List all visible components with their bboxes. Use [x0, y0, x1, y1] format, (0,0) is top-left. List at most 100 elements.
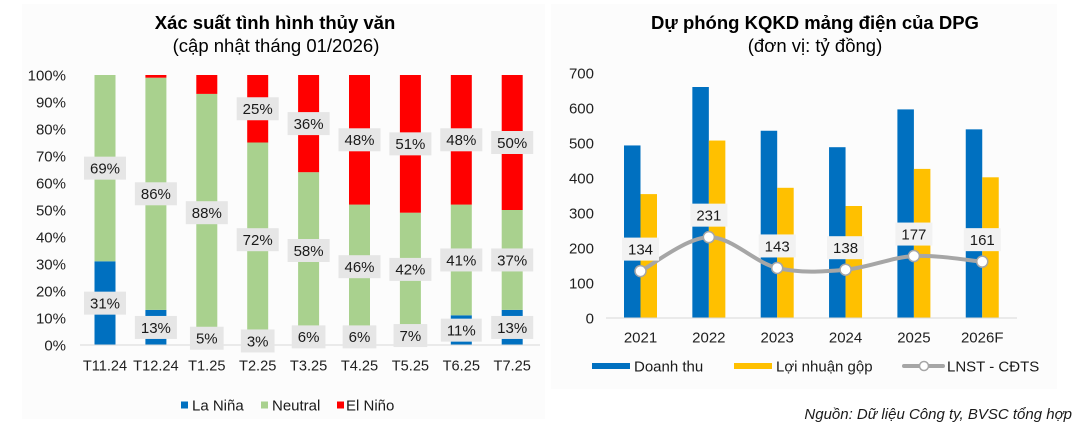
data-label-text: 36%: [294, 116, 324, 133]
data-label-box: [440, 128, 483, 152]
data-label-la-nina: 31%: [83, 291, 127, 315]
data-label-box: [338, 255, 381, 279]
bar-loi-nhuan-gop: [708, 140, 726, 318]
legend-marker-lnst-cdts: [918, 360, 930, 372]
left-y-tick-label: 60%: [36, 175, 66, 192]
data-label-box: [440, 248, 483, 272]
data-label-box: [185, 201, 228, 225]
left-y-tick-label: 40%: [36, 229, 66, 246]
data-label-neutral: 86%: [134, 182, 177, 206]
left-x-tick-label: T2.25: [239, 359, 276, 375]
data-label-box: [389, 257, 432, 281]
right-x-tick-label: 2021: [624, 329, 657, 346]
right-chart: Dự phóng KQKD mảng điện của DPG (đơn vị:…: [569, 12, 1039, 376]
data-label-text: 51%: [395, 136, 425, 153]
data-label-box: [491, 131, 534, 154]
data-label-el-nino: 51%: [389, 132, 432, 156]
data-label-neutral: 42%: [389, 257, 432, 281]
data-label-lnst-cdts: 143: [758, 234, 796, 258]
data-label-neutral: 37%: [491, 248, 534, 272]
data-label-box: [758, 234, 796, 258]
right-x-tick-label: 2023: [761, 329, 794, 346]
left-x-tick-label: T5.25: [392, 359, 429, 375]
line-marker: [634, 264, 647, 278]
data-label-la-nina: 11%: [440, 318, 482, 342]
data-label-text: 177: [901, 226, 926, 243]
legend-item-neutral: Neutral: [261, 398, 320, 415]
data-label-box: [83, 156, 127, 180]
line-marker: [907, 249, 921, 263]
data-label-text: 5%: [196, 331, 218, 348]
right-y-tick-label: 200: [569, 240, 594, 257]
left-data-labels: 31% 69% 13% 86% 5% 88% 3% 72% 25% 6% 58% 36% 6% 46% 48…: [83, 97, 534, 353]
data-label-box: [240, 329, 275, 353]
right-x-tick-label: 2022: [692, 329, 725, 346]
data-label-box: [83, 291, 127, 315]
bar-doanh-thu: [897, 109, 914, 319]
legend-swatch-neutral: [261, 401, 268, 409]
data-label-lnst-cdts: 161: [963, 228, 1001, 252]
data-label-text: 69%: [90, 160, 120, 177]
legend-item-loi-nhuan-gop: Lợi nhuận gộp: [734, 359, 873, 376]
data-label-el-nino: 48%: [440, 128, 483, 152]
right-y-tick-label: 100: [569, 275, 594, 292]
data-label-text: 86%: [141, 186, 171, 203]
left-chart: Xác suất tình hình thủy văn (cập nhật th…: [28, 12, 540, 415]
left-y-tick-label: 20%: [36, 283, 66, 300]
data-label-text: 25%: [243, 101, 273, 118]
right-x-tick-label: 2024: [829, 329, 862, 346]
data-label-text: 42%: [395, 262, 425, 279]
data-label-text: 13%: [141, 320, 171, 337]
data-label-box: [827, 236, 865, 260]
data-label-lnst-cdts: 138: [827, 236, 865, 260]
right-chart-title: Dự phóng KQKD mảng điện của DPG: [651, 12, 979, 33]
right-legend: Doanh thu Lợi nhuận gộp LNST - CĐTS: [592, 359, 1039, 376]
bar-doanh-thu: [965, 129, 983, 318]
data-label-el-nino: 48%: [338, 128, 381, 152]
data-label-la-nina: 6%: [291, 325, 326, 349]
data-label-text: 6%: [349, 329, 371, 346]
data-label-box: [895, 222, 933, 246]
legend-swatch-doanh-thu: [592, 363, 630, 369]
line-marker: [976, 255, 989, 268]
data-label-box: [287, 112, 330, 136]
data-label-lnst-cdts: 177: [895, 222, 933, 246]
data-label-el-nino: 25%: [236, 97, 279, 121]
data-label-neutral: 58%: [287, 239, 330, 262]
data-label-text: 41%: [446, 252, 476, 269]
data-label-box: [134, 315, 177, 339]
legend-label-neutral: Neutral: [272, 398, 320, 415]
right-y-tick-label: 300: [569, 205, 594, 222]
right-y-tick-label: 400: [569, 170, 594, 187]
legend-swatch-el-nino: [337, 401, 344, 409]
data-label-text: 6%: [298, 329, 320, 346]
data-label-text: 31%: [90, 295, 120, 312]
right-line-series: [634, 230, 989, 278]
data-label-la-nina: 13%: [134, 315, 177, 339]
legend-item-el-nino: El Niño: [337, 398, 394, 415]
data-label-la-nina: 3%: [240, 329, 275, 353]
data-label-neutral: 88%: [185, 201, 228, 225]
data-label-neutral: 72%: [236, 228, 279, 252]
data-label-la-nina: 7%: [393, 324, 428, 348]
left-x-tick-label: T3.25: [290, 359, 327, 375]
left-chart-subtitle: (cập nhật tháng 01/2026): [173, 35, 380, 56]
data-label-text: 138: [833, 240, 858, 257]
right-y-tick-label: 500: [569, 135, 594, 152]
data-label-text: 48%: [446, 132, 476, 149]
bar-doanh-thu: [692, 87, 709, 318]
right-y-tick-label: 0: [586, 310, 594, 327]
data-label-text: 37%: [497, 252, 527, 269]
data-label-text: 161: [970, 232, 995, 249]
left-y-axis: 0% 10% 20% 30% 40% 50% 60% 70% 80% 90% 100%: [28, 67, 66, 354]
left-x-tick-label: T12.24: [133, 359, 178, 375]
line-marker: [770, 261, 784, 275]
data-label-text: 143: [765, 238, 790, 255]
line-marker: [839, 263, 852, 276]
data-label-lnst-cdts: 231: [690, 203, 728, 227]
bar-doanh-thu: [760, 130, 778, 318]
legend-label-lnst-cdts: LNST - CĐTS: [947, 359, 1039, 376]
legend-swatch-la-nina: [181, 401, 188, 409]
right-x-tick-label: 2026F: [961, 329, 1004, 346]
